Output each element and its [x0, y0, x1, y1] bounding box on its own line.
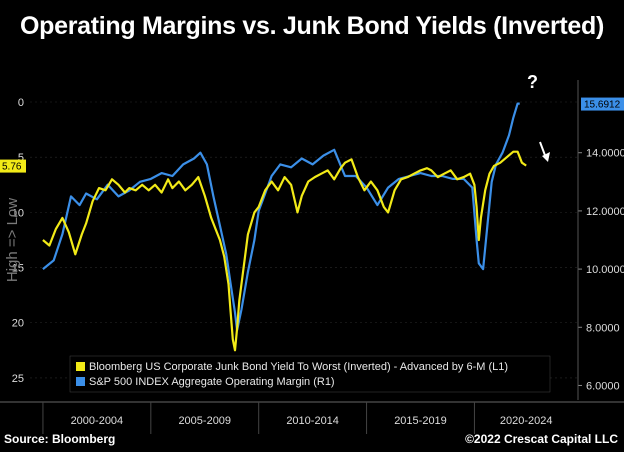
- chart-title: Operating Margins vs. Junk Bond Yields (…: [19, 12, 605, 40]
- legend-swatch-yield: [76, 362, 85, 371]
- left-axis-label: High => Low: [4, 198, 21, 282]
- left-tick-1: 5: [18, 152, 24, 164]
- x-tick-4: 2020-2024: [500, 415, 553, 427]
- left-tick-2: 10: [12, 207, 24, 219]
- series-line-junk-bond-yield: [42, 150, 527, 352]
- legend: Bloomberg US Corporate Junk Bond Yield T…: [69, 355, 551, 393]
- margin-last-value-tag: 15.6912: [581, 97, 624, 111]
- left-axis-ticks: 0 5 10 15 20 25: [12, 97, 24, 385]
- down-arrow-icon: [539, 141, 550, 162]
- right-tick-0: 14.0000: [586, 148, 624, 160]
- legend-swatch-margin: [76, 377, 85, 386]
- left-tick-4: 20: [12, 318, 24, 330]
- right-tick-4: 6.0000: [586, 380, 620, 392]
- x-axis-ticks: 2000-2004 2005-2009 2010-2014 2015-2019 2020…: [0, 401, 624, 434]
- yield-last-value: 5.76: [2, 162, 22, 173]
- x-tick-1: 2005-2009: [178, 415, 231, 427]
- right-tick-1: 12.0000: [586, 206, 624, 218]
- right-axis-ticks: 14.0000 12.0000 10.0000 8.0000 6.0000: [577, 80, 624, 400]
- yield-last-value-tag: 5.76: [0, 159, 26, 173]
- left-tick-3: 15: [12, 263, 24, 275]
- legend-label-yield: Bloomberg US Corporate Junk Bond Yield T…: [89, 361, 508, 373]
- x-tick-3: 2015-2019: [394, 415, 447, 427]
- legend-label-margin: S&P 500 INDEX Aggregate Operating Margin…: [89, 376, 335, 388]
- left-tick-0: 0: [18, 97, 24, 109]
- x-tick-2: 2010-2014: [286, 415, 339, 427]
- copyright-label: ©2022 Crescat Capital LLC: [465, 432, 618, 446]
- right-tick-2: 10.0000: [586, 264, 624, 276]
- grid: [30, 101, 578, 379]
- source-label: Source: Bloomberg: [4, 432, 116, 446]
- series-lines: [42, 102, 527, 352]
- series-line-operating-margin: [42, 102, 520, 332]
- left-tick-5: 25: [12, 373, 24, 385]
- x-tick-0: 2000-2004: [71, 415, 124, 427]
- question-mark-annotation: ?: [527, 72, 538, 92]
- margin-last-value: 15.6912: [584, 100, 621, 111]
- right-tick-3: 8.0000: [586, 322, 620, 334]
